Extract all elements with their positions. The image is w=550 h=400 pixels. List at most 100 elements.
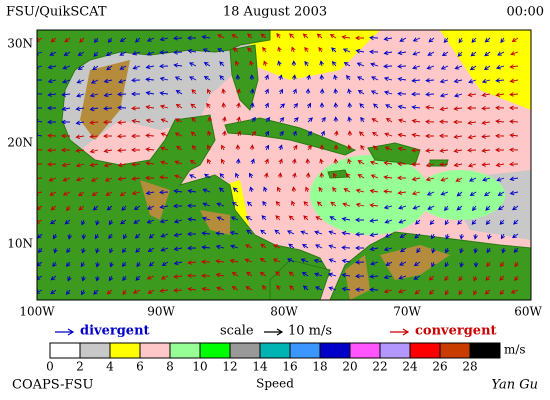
wind-arrow — [457, 219, 463, 225]
wind-arrow — [467, 147, 477, 153]
wind-arrow — [249, 186, 254, 193]
wind-arrow — [131, 176, 141, 181]
wind-arrow — [131, 77, 141, 83]
wind-arrow — [355, 202, 365, 208]
wind-arrow — [133, 219, 141, 224]
wind-arrow — [484, 191, 491, 197]
wind-arrow — [341, 286, 351, 292]
wind-arrow — [397, 132, 407, 138]
wind-arrow — [204, 173, 211, 179]
wind-arrow — [131, 190, 141, 196]
wind-arrow — [249, 74, 255, 81]
wind-arrow — [399, 233, 407, 238]
wind-arrow — [397, 76, 407, 82]
wind-arrow — [61, 162, 71, 168]
wind-arrow — [119, 191, 127, 197]
wind-arrow — [484, 51, 491, 57]
wind-arrow — [385, 261, 393, 266]
ocean-zone — [440, 30, 531, 110]
wind-arrow — [315, 216, 323, 221]
wind-arrow — [293, 117, 299, 123]
wind-arrow — [439, 148, 449, 153]
wind-arrow — [50, 205, 57, 211]
wind-arrow — [207, 88, 212, 95]
wind-arrow — [108, 233, 113, 240]
wind-arrow — [425, 133, 434, 139]
wind-arrow — [89, 92, 99, 98]
wind-arrow — [277, 186, 282, 193]
wind-arrow — [510, 289, 519, 294]
wind-arrow — [384, 90, 393, 96]
wind-arrow — [445, 247, 450, 254]
wind-arrow — [202, 188, 211, 193]
wind-arrow — [329, 216, 337, 221]
wind-arrow — [201, 259, 211, 265]
wind-arrow — [486, 247, 491, 254]
wind-arrow — [278, 144, 283, 151]
wind-arrow — [397, 161, 407, 167]
wind-arrow — [496, 177, 505, 182]
wind-arrow — [117, 120, 127, 125]
wind-arrow — [481, 92, 491, 98]
wind-arrow — [398, 219, 407, 224]
colorbar-tick: 18 — [312, 360, 327, 374]
wind-arrow — [278, 158, 283, 165]
colorbar-box — [169, 342, 201, 359]
wind-arrow — [473, 261, 479, 268]
wind-arrow — [106, 205, 113, 211]
wind-arrow — [371, 76, 379, 81]
lat-label: 20N — [7, 136, 33, 150]
wind-arrow — [509, 64, 519, 69]
wind-arrow — [37, 233, 43, 239]
legend-scale: scale — [220, 324, 254, 339]
wind-arrow — [173, 63, 183, 68]
wind-arrow — [319, 74, 325, 81]
wind-arrow — [147, 289, 155, 294]
wind-arrow — [333, 144, 339, 151]
wind-arrow — [411, 190, 421, 196]
wind-arrow — [117, 92, 127, 97]
wind-arrow — [235, 74, 241, 81]
wind-arrow — [495, 133, 505, 139]
wind-arrow — [123, 233, 128, 240]
colorbar-box — [349, 342, 381, 359]
wind-arrow — [201, 231, 211, 236]
footer-left: COAPS-FSU — [12, 378, 93, 393]
wind-arrow — [145, 118, 155, 124]
wind-arrow — [146, 275, 155, 280]
wind-arrow — [190, 131, 197, 137]
wind-arrow — [94, 37, 99, 44]
wind-arrow — [399, 37, 407, 42]
wind-arrow — [398, 275, 407, 280]
wind-arrow — [343, 61, 351, 67]
wind-arrow — [347, 116, 352, 123]
wind-arrow — [174, 118, 183, 123]
lon-label: 60W — [514, 305, 542, 319]
wind-arrow — [52, 261, 57, 268]
wind-arrow — [119, 37, 127, 43]
wind-arrow — [117, 105, 127, 110]
wind-arrow — [425, 78, 435, 83]
wind-arrow — [453, 119, 462, 125]
wind-arrow — [328, 258, 337, 263]
wind-arrow — [121, 205, 127, 211]
wind-arrow — [427, 205, 435, 210]
wind-arrow — [473, 289, 478, 296]
wind-arrow — [75, 134, 85, 140]
wind-arrow — [369, 246, 379, 252]
wind-arrow — [159, 50, 169, 55]
wind-arrow — [397, 64, 407, 69]
wind-arrow — [160, 160, 169, 165]
wind-arrow — [187, 217, 197, 222]
wind-arrow — [263, 186, 268, 193]
wind-arrow — [500, 37, 505, 44]
wind-arrow — [331, 60, 337, 67]
footer-right: Yan Gu — [491, 378, 538, 393]
wind-arrow — [355, 260, 365, 265]
wind-arrow — [453, 148, 463, 154]
wind-arrow — [513, 219, 519, 225]
wind-arrow — [220, 158, 226, 165]
wind-arrow — [191, 144, 197, 151]
wind-arrow — [37, 147, 43, 152]
